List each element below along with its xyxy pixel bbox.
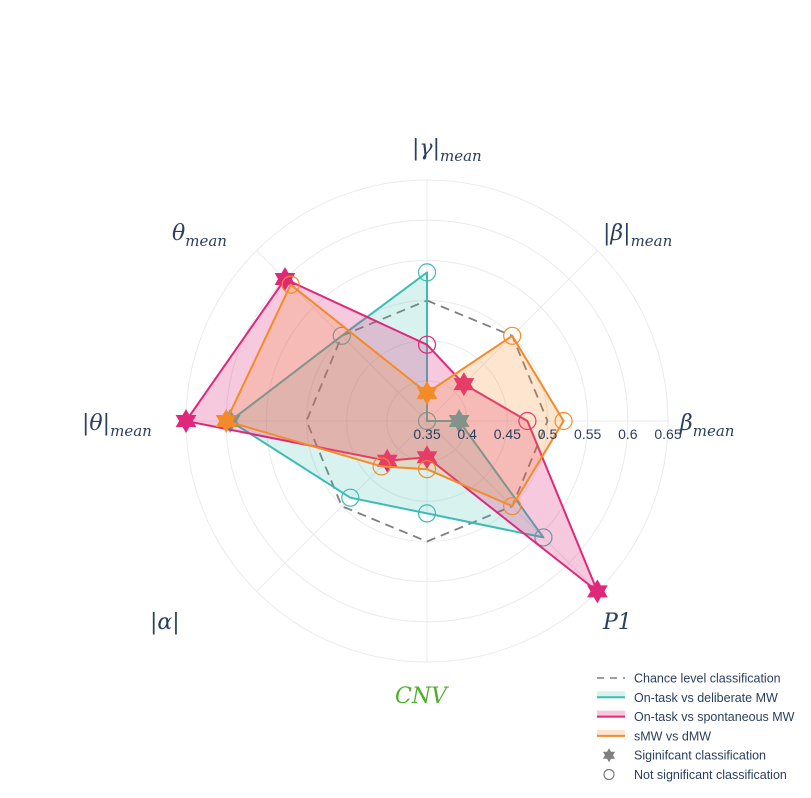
significant-marker (448, 408, 470, 434)
not-significant-marker (332, 326, 351, 345)
legend-item[interactable]: On-task vs deliberate MW (597, 691, 778, 705)
radial-tick-label: 0.6 (618, 426, 638, 442)
legend-item[interactable]: sMW vs dMW (597, 729, 711, 743)
not-significant-marker (417, 411, 437, 431)
not-significant-marker (554, 411, 573, 431)
legend-label: Not significant classification (634, 768, 787, 782)
significant-marker (215, 408, 237, 434)
series-chance-level-classification (305, 299, 549, 543)
radial-tick-labels: 0.35 0.4 0.45 0.5 0.55 0.6 0.65 (413, 426, 681, 442)
not-significant-marker (372, 457, 391, 476)
legend[interactable]: Chance level classification On-task vs de… (597, 672, 795, 783)
radial-tick-label: 0.5 (538, 426, 558, 442)
significant-marker (587, 579, 608, 604)
radar-series-area (175, 263, 608, 604)
legend-label: On-task vs deliberate MW (634, 691, 778, 705)
legend-fill-swatch (597, 729, 625, 737)
radial-tick-label: 0.4 (457, 426, 477, 442)
legend-fill-swatch (597, 710, 625, 718)
legend-item[interactable]: Not significant classification (603, 768, 787, 782)
axis-label--mean: βmean (679, 411, 734, 440)
legend-star-icon (602, 748, 616, 763)
legend-circle-icon (603, 768, 615, 781)
not-significant-marker (417, 335, 437, 354)
not-significant-marker (417, 263, 437, 282)
radial-tick-label: 0.45 (494, 426, 521, 442)
radar-axis-labels: |γ|mean |β|mean βmean P1 CNV |α| |θ|mean θmean (82, 136, 734, 709)
legend-label: On-task vs spontaneous MW (634, 710, 795, 724)
axis-label--mean: |θ|mean (82, 411, 152, 440)
legend-label: Siginifcant classification (634, 749, 766, 763)
axis-label-CNV: CNV (395, 684, 449, 709)
legend-fill-swatch (597, 691, 625, 699)
axis-label--mean: |γ|mean (412, 136, 482, 165)
legend-item[interactable]: Chance level classification (597, 672, 781, 686)
axis-label-: |α| (150, 610, 180, 635)
legend-label: sMW vs dMW (634, 729, 711, 743)
series-polygon (305, 299, 549, 543)
legend-item[interactable]: On-task vs spontaneous MW (597, 710, 795, 724)
significant-marker (453, 372, 475, 397)
grid-spoke (256, 420, 428, 592)
significant-marker (416, 380, 438, 405)
series-polygon (225, 283, 565, 508)
axis-label-P1: P1 (602, 610, 632, 635)
not-significant-marker (503, 326, 522, 345)
axis-label--mean: |β|mean (603, 221, 672, 250)
legend-label: Chance level classification (634, 672, 781, 686)
radial-tick-label: 0.65 (654, 426, 681, 442)
not-significant-marker (518, 411, 537, 431)
not-significant-marker (281, 275, 300, 294)
radial-tick-label: 0.35 (413, 426, 440, 442)
not-significant-marker (417, 460, 437, 479)
series-smw-vs-dmw (215, 275, 573, 516)
not-significant-marker (417, 504, 437, 523)
not-significant-marker (341, 488, 360, 507)
not-significant-marker (534, 528, 553, 547)
significant-marker (175, 409, 197, 433)
radial-tick-label: 0.55 (574, 426, 601, 442)
not-significant-marker (503, 497, 522, 516)
legend-item[interactable]: Siginifcant classification (602, 748, 766, 763)
series-polygon (229, 271, 545, 539)
axis-label--mean: θmean (172, 221, 227, 250)
